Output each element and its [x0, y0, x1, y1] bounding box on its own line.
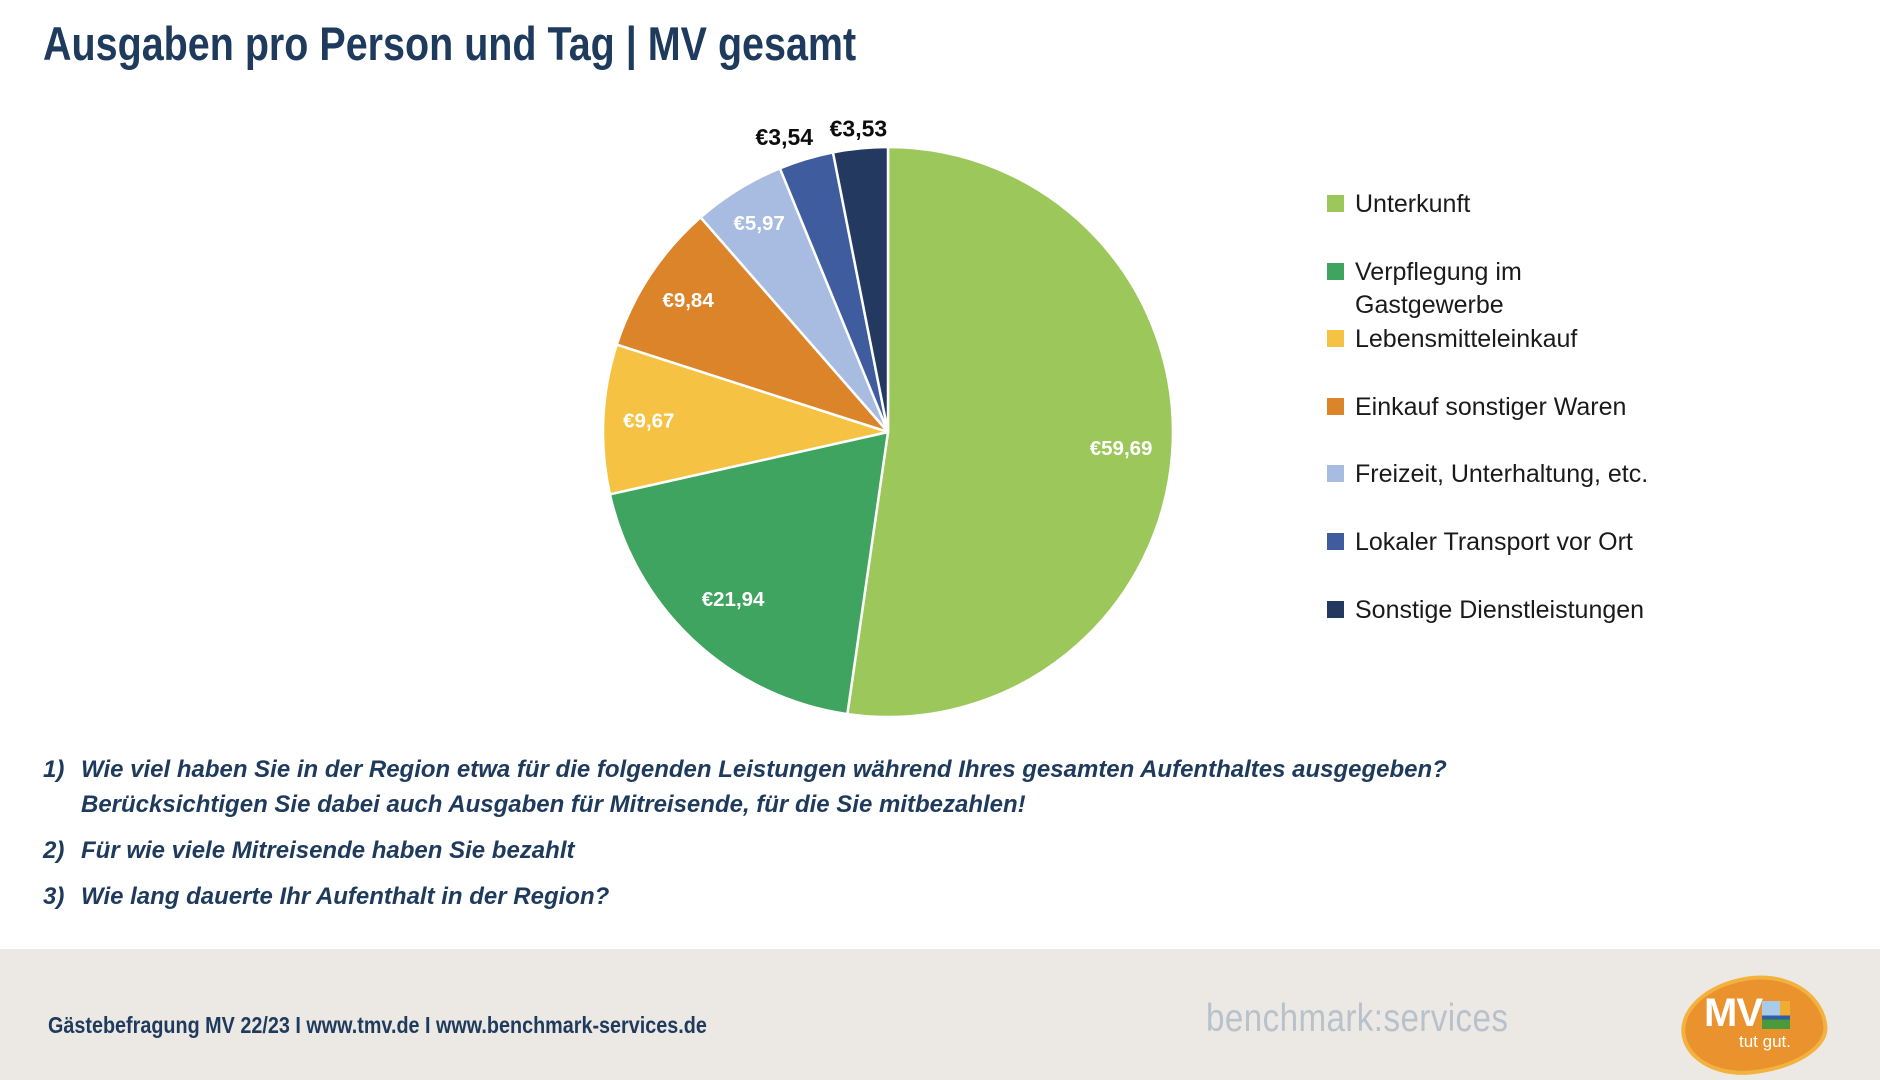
legend-swatch-icon: [1327, 330, 1344, 348]
legend-swatch-icon: [1327, 262, 1344, 280]
footnote-text: Wie viel haben Sie in der Region etwa fü…: [81, 756, 1447, 818]
footnote-text: Für wie viele Mitreisende haben Sie beza…: [81, 837, 575, 864]
legend-swatch-icon: [1327, 465, 1344, 483]
footnote-number: 1): [43, 756, 65, 783]
watermark-benchmark-services: benchmark:services: [1206, 997, 1509, 1040]
legend-label: Lebensmitteleinkauf: [1355, 325, 1578, 354]
logo-mv-text: MV: [1704, 991, 1763, 1035]
legend-item-1: Verpflegung im Gastgewerbe: [1327, 256, 1757, 324]
legend-item-4: Freizeit, Unterhaltung, etc.: [1327, 458, 1757, 526]
legend-item-2: Lebensmitteleinkauf: [1327, 323, 1757, 391]
pie-slice-3: [615, 216, 890, 434]
pie-slice-6: [831, 145, 890, 434]
legend-swatch-icon: [1327, 532, 1344, 550]
legend-item-0: Unterkunft: [1327, 188, 1757, 256]
pie-slice-0: [846, 145, 1175, 719]
footer-band: [0, 949, 1880, 1080]
legend-item-5: Lokaler Transport vor Ort: [1327, 526, 1757, 594]
pie-slice-1: [608, 430, 890, 716]
pie-value-label-4: €5,97: [734, 212, 785, 235]
legend-label: Sonstige Dienstleistungen: [1355, 595, 1645, 624]
footnote-text: Wie lang dauerte Ihr Aufenthalt in der R…: [81, 883, 610, 910]
legend-label: Freizeit, Unterhaltung, etc.: [1355, 460, 1649, 489]
pie-slice-2: [601, 343, 890, 496]
pie-value-label-5: €3,54: [756, 124, 814, 150]
mv-tut-gut-logo: MV tut gut.: [1677, 969, 1831, 1080]
footnotes: 1) Wie viel haben Sie in der Region etwa…: [43, 752, 1563, 925]
footnote-2: 2) Für wie viele Mitreisende haben Sie b…: [43, 833, 1563, 868]
legend-label: Einkauf sonstiger Waren: [1355, 392, 1627, 421]
pie-value-label-6: €3,53: [830, 116, 888, 142]
legend-item-3: Einkauf sonstiger Waren: [1327, 391, 1757, 459]
pie-value-label-3: €9,84: [662, 289, 714, 312]
pie-value-label-1: €21,94: [702, 588, 765, 611]
legend-item-6: Sonstige Dienstleistungen: [1327, 594, 1757, 662]
pie-value-label-0: €59,69: [1090, 437, 1153, 460]
legend-swatch-icon: [1327, 397, 1344, 415]
footnote-number: 2): [43, 837, 65, 864]
legend-swatch-icon: [1327, 195, 1344, 212]
footnote-3: 3) Wie lang dauerte Ihr Aufenthalt in de…: [43, 879, 1563, 914]
page-title: Ausgaben pro Person und Tag | MV gesamt: [43, 17, 857, 70]
legend-label: Unterkunft: [1355, 190, 1471, 218]
footnote-1: 1) Wie viel haben Sie in der Region etwa…: [43, 752, 1563, 822]
pie-chart: €59,69 €21,94 €9,67 €9,84 €5,97 €3,54 €3,53: [601, 116, 1175, 719]
legend-label: Verpflegung im Gastgewerbe: [1355, 257, 1522, 319]
legend-label: Lokaler Transport vor Ort: [1355, 527, 1633, 556]
footnote-number: 3): [43, 883, 65, 910]
pie-value-label-2: €9,67: [623, 410, 674, 433]
chart-legend: Unterkunft Verpflegung im Gastgewerbe Lebe…: [1327, 188, 1757, 661]
logo-tagline: tut gut.: [1739, 1032, 1791, 1051]
legend-swatch-icon: [1327, 600, 1344, 618]
mv-landscape-icon: [1762, 1001, 1790, 1029]
footer-source-text: Gästebefragung MV 22/23 I www.tmv.de I w…: [48, 1012, 707, 1038]
